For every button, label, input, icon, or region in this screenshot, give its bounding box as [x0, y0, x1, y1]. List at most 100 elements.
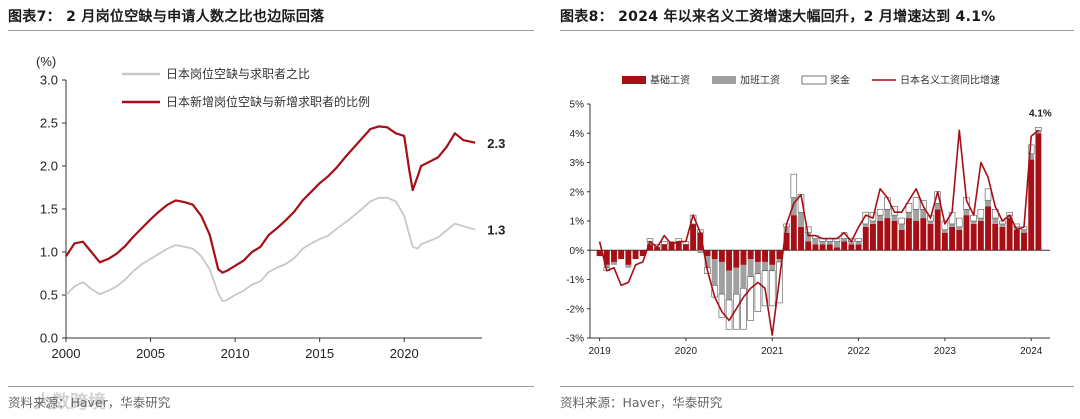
- left-source-divider: [8, 386, 534, 387]
- right-bar-1: [805, 241, 812, 251]
- left-series-end-label: 2.3: [487, 136, 505, 151]
- right-bar-1: [668, 241, 675, 251]
- left-y-tick-label: 2.0: [40, 159, 58, 174]
- right-y-tick-label: 5%: [570, 100, 585, 111]
- right-bar-3: [855, 238, 862, 242]
- right-legend-label: 日本名义工资同比增速: [900, 74, 1000, 87]
- left-chart-title: 图表7： 2 月岗位空缺与申请人数之比也边际回落: [8, 9, 325, 25]
- right-bar-1: [834, 247, 840, 251]
- right-bar-1: [956, 229, 963, 251]
- right-bar-1: [898, 229, 905, 251]
- right-chart-panel: 图表8： 2024 年以来名义工资增速大幅回升，2 月增速达到 4.1% -3%…: [552, 0, 1080, 419]
- right-bar-1: [704, 250, 711, 257]
- right-bar-2: [949, 223, 956, 227]
- right-y-tick-label: -2%: [566, 304, 584, 315]
- right-bar-2: [999, 223, 1006, 227]
- right-bar-1: [1013, 229, 1020, 251]
- right-bar-1: [920, 218, 927, 251]
- right-bar-2: [790, 197, 797, 216]
- right-legend-label: 奖金: [830, 74, 850, 87]
- right-bar-1: [682, 244, 689, 251]
- right-bar-2: [812, 238, 819, 245]
- right-bar-1: [862, 226, 869, 251]
- right-bar-1: [776, 250, 783, 260]
- right-x-tick-label: 2022: [847, 346, 870, 357]
- left-y-unit: (%): [36, 54, 56, 69]
- right-bar-2: [625, 264, 632, 268]
- right-bar-1: [647, 244, 653, 251]
- right-source-divider: [560, 386, 1074, 387]
- left-x-tick-label: 2020: [390, 346, 419, 361]
- right-bar-1: [639, 250, 646, 257]
- right-bar-1: [891, 221, 898, 251]
- right-bar-3: [1035, 127, 1042, 131]
- right-bar-2: [913, 209, 920, 221]
- left-y-tick-label: 1.0: [40, 245, 58, 260]
- right-bar-3: [948, 211, 956, 225]
- right-bar-1: [855, 244, 862, 251]
- right-bar-2: [697, 250, 704, 254]
- right-bar-1: [927, 223, 934, 251]
- right-bar-3: [956, 217, 963, 228]
- right-bar-3: [862, 211, 870, 225]
- right-x-tick-label: 2024: [1020, 346, 1043, 357]
- left-title-divider: [8, 30, 534, 31]
- watermark-logo: 大数跨境: [34, 391, 106, 413]
- right-bar-1: [718, 250, 725, 262]
- right-bar-1: [905, 218, 912, 251]
- right-y-tick-label: 3%: [570, 158, 585, 169]
- left-legend-label: 日本新增岗位空缺与新增求职者的比例: [166, 94, 370, 109]
- right-x-tick-label: 2023: [934, 346, 957, 357]
- right-bar-2: [992, 218, 999, 224]
- right-bar-3: [876, 209, 884, 216]
- left-y-tick-label: 2.5: [40, 116, 58, 131]
- right-bar-1: [632, 250, 639, 260]
- right-bar-1: [733, 250, 740, 268]
- right-bar-1: [654, 247, 661, 251]
- left-series-line-1: [65, 196, 476, 302]
- right-bar-1: [754, 250, 761, 262]
- right-bar-2: [754, 261, 761, 274]
- right-bar-3: [754, 273, 762, 312]
- right-bar-1: [999, 226, 1006, 251]
- right-x-tick-label: 2019: [588, 346, 611, 357]
- right-bar-3: [912, 197, 920, 210]
- right-bar-1: [985, 206, 991, 251]
- right-bar-2: [704, 256, 711, 268]
- right-bar-2: [891, 215, 898, 221]
- right-bar-1: [596, 250, 603, 257]
- right-bar-1: [711, 250, 718, 260]
- right-bar-1: [812, 244, 819, 251]
- right-bar-1: [877, 221, 884, 251]
- right-bar-1: [1006, 218, 1013, 251]
- right-bar-1: [963, 215, 970, 251]
- left-y-tick-label: 0.5: [40, 288, 58, 303]
- right-bar-2: [985, 200, 991, 207]
- right-bar-1: [913, 221, 920, 251]
- right-bar-1: [625, 250, 632, 265]
- right-bar-2: [877, 215, 884, 221]
- right-bar-1: [826, 244, 833, 251]
- right-bar-1: [1035, 133, 1042, 251]
- right-x-tick-label: 2021: [761, 346, 784, 357]
- right-bar-2: [934, 203, 941, 210]
- right-bar-2: [1028, 153, 1035, 160]
- right-annotation-label: 4.1%: [1029, 108, 1052, 119]
- right-bar-1: [790, 215, 797, 251]
- right-bar-1: [747, 250, 754, 260]
- right-bar-2: [611, 261, 617, 265]
- right-bar-1: [992, 223, 999, 251]
- right-bar-2: [826, 241, 833, 245]
- left-chart-panel: 图表7： 2 月岗位空缺与申请人数之比也边际回落 (%) 0.0 0.5 1.0 1.5…: [8, 9, 534, 413]
- right-bar-2: [841, 238, 848, 242]
- right-y-tick-label: -3%: [566, 334, 584, 345]
- right-bar-3: [747, 276, 754, 321]
- right-bar-2: [977, 218, 984, 221]
- right-bar-1: [798, 226, 804, 251]
- left-x-tick-label: 2010: [221, 346, 250, 361]
- right-bar-2: [884, 209, 891, 219]
- right-bar-2: [1035, 130, 1042, 134]
- right-bar-2: [898, 223, 905, 230]
- right-bar-2: [819, 241, 826, 245]
- left-line-chart: (%) 0.0 0.5 1.0 1.5 2.0 2.5 3.0 2000 2005 2010 2015…: [34, 54, 505, 413]
